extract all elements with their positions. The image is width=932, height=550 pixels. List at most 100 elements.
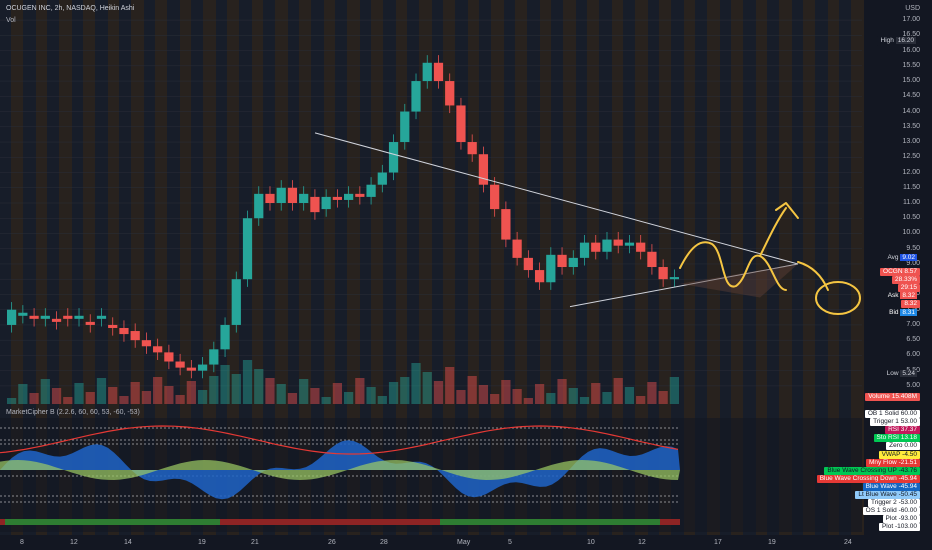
- signal-strip: [465, 519, 470, 525]
- volume-bar: [164, 386, 174, 404]
- volume-bar: [332, 383, 342, 404]
- rsi-line: [0, 425, 679, 455]
- session-stripe: [684, 0, 695, 535]
- candle-body: [63, 315, 73, 319]
- session-stripe: [347, 0, 360, 535]
- time-tick-label: May: [457, 539, 471, 546]
- signal-strip: [5, 519, 10, 525]
- price-tick-label: 13.00: [902, 138, 920, 146]
- volume-bar: [197, 390, 208, 404]
- candle-body: [613, 239, 623, 246]
- session-stripe: [335, 0, 347, 535]
- legend-row: OS 1 Solid -60.00: [862, 507, 920, 516]
- signal-strip: [670, 519, 675, 525]
- ask-value: 8.32: [900, 292, 917, 299]
- candle-body: [568, 257, 578, 268]
- session-stripe: [119, 0, 131, 535]
- signal-strip: [85, 519, 90, 525]
- volume-bar: [18, 384, 28, 404]
- session-stripe: [360, 0, 371, 535]
- signal-strip: [255, 519, 260, 525]
- session-stripe: [540, 0, 551, 535]
- signal-strip: [275, 519, 280, 525]
- signal-strip: [495, 519, 500, 525]
- volume-tag: Volume 15.408M: [865, 393, 920, 401]
- low-label: Low: [886, 370, 899, 377]
- symbol-countdown: 29:15: [897, 284, 920, 292]
- session-stripe: [203, 0, 216, 535]
- signal-strip: [190, 519, 195, 525]
- bid-tag: Bid 8.31: [886, 309, 920, 317]
- session-stripe: [36, 0, 47, 535]
- session-stripe: [407, 0, 419, 535]
- oscillator-pane: [0, 418, 862, 532]
- signal-strip: [195, 519, 200, 525]
- legend-value: -60.00: [898, 507, 917, 515]
- session-stripe: [491, 0, 504, 535]
- signal-strip: [555, 519, 560, 525]
- signal-strip: [155, 519, 160, 525]
- session-stripe: [635, 0, 648, 535]
- session-stripe: [95, 0, 108, 535]
- volume-label-tag: Volume: [868, 393, 890, 400]
- signal-strip: [215, 519, 220, 525]
- legend-row: VWAP -4.50: [878, 450, 920, 459]
- price-tick-label: 10.00: [902, 229, 920, 237]
- legend-row: Blue Wave -45.94: [862, 482, 920, 491]
- volume-bar: [299, 379, 309, 404]
- legend-label: OS 1 Solid: [865, 507, 899, 515]
- time-tick-label: 21: [251, 539, 259, 546]
- signal-strip: [235, 519, 240, 525]
- price-tick-label: 9.00: [906, 259, 920, 267]
- candle-body: [153, 346, 163, 353]
- signal-strip: [125, 519, 130, 525]
- signal-strip: [515, 519, 520, 525]
- session-stripe: [599, 0, 612, 535]
- legend-row: Sto RSI 13.18: [873, 434, 920, 443]
- price-tick-label: 6.50: [906, 336, 920, 344]
- volume-bar: [231, 374, 241, 404]
- signal-strip: [120, 519, 125, 525]
- price-tick-label: 15.00: [902, 77, 920, 85]
- signal-strip: [370, 519, 375, 525]
- signal-strip: [20, 519, 25, 525]
- price-tick-label: 5.00: [906, 381, 920, 389]
- volume-bar: [310, 388, 320, 404]
- signal-strip: [485, 519, 490, 525]
- signal-strip: [580, 519, 585, 525]
- candle-body: [422, 62, 432, 82]
- signal-strip: [335, 519, 340, 525]
- signal-strip: [315, 519, 320, 525]
- candle-body: [29, 315, 39, 319]
- candle-body: [85, 321, 95, 325]
- volume-bars: [7, 360, 679, 404]
- legend-row: RSI 37.37: [885, 426, 920, 435]
- price-tick-label: 17.00: [902, 16, 920, 24]
- volume-bar: [636, 396, 646, 404]
- legend-label: Zero: [889, 442, 905, 450]
- signal-strip: [650, 519, 655, 525]
- volume-bar: [108, 387, 118, 404]
- candle-body: [546, 254, 556, 283]
- price-tick-label: 16.00: [902, 46, 920, 54]
- volume-bar: [534, 384, 545, 404]
- price-tick-label: 13.50: [902, 122, 920, 130]
- legend-label: RSI: [888, 426, 901, 434]
- session-stripe: [191, 0, 203, 535]
- candle-body: [130, 331, 140, 341]
- volume-bar: [74, 383, 84, 404]
- signal-strip: [110, 519, 115, 525]
- legend-value: -43.76: [898, 466, 917, 474]
- up-arrow-head: [775, 202, 799, 219]
- candle-body: [591, 242, 601, 252]
- signal-strip: [530, 519, 535, 525]
- signal-strip: [625, 519, 630, 525]
- volume-bar: [568, 388, 578, 404]
- price-tick-label: 11.50: [903, 183, 920, 191]
- signal-strip: [185, 519, 190, 525]
- volume-bar: [265, 378, 275, 404]
- session-stripe: [167, 0, 180, 535]
- bid-value: 8.31: [900, 309, 917, 316]
- legend-label: Blue Wave Crossing UP: [827, 466, 899, 474]
